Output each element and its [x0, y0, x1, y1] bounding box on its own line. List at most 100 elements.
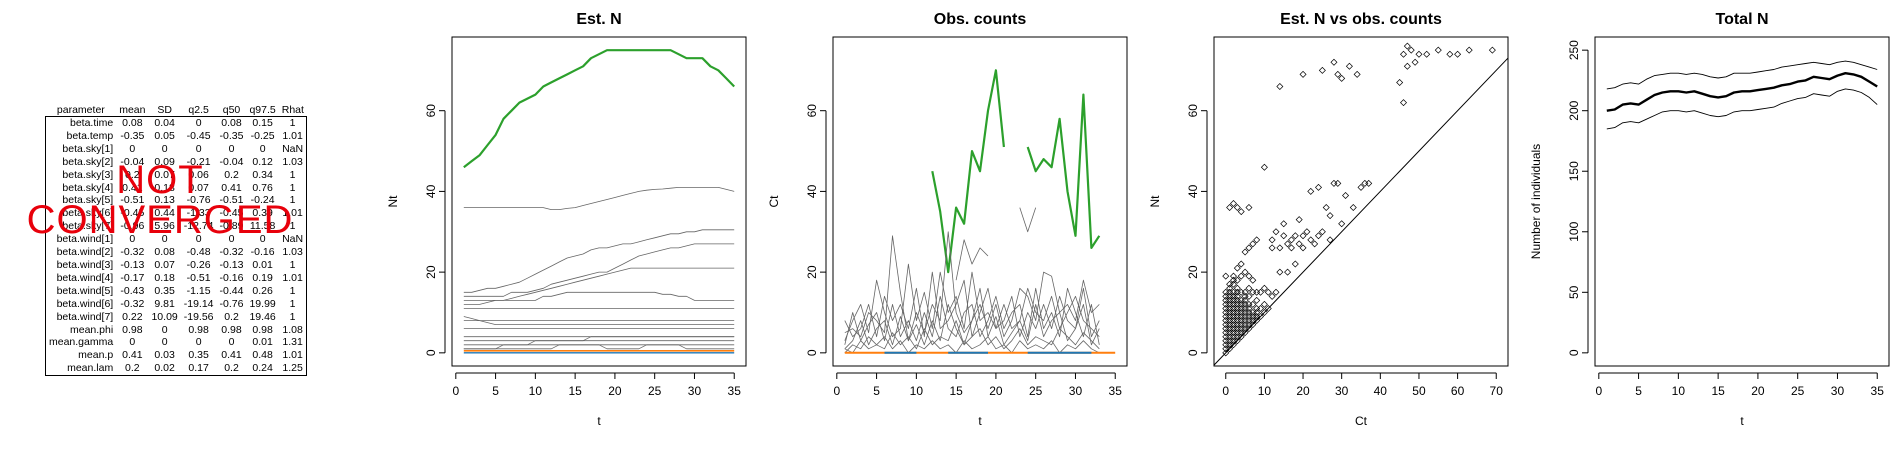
- value-cell: 0: [195, 117, 202, 129]
- scatter-point: [1222, 288, 1230, 296]
- y-tick-label: 20: [424, 265, 438, 279]
- scatter-point: [1226, 333, 1234, 341]
- plot-frame: [832, 36, 1128, 367]
- scatter-point: [1237, 325, 1245, 333]
- value-cell: -19.56: [183, 310, 214, 323]
- scatter-point: [1330, 58, 1338, 66]
- y-tick-label: 0: [1567, 349, 1581, 356]
- scatter-point: [1233, 204, 1241, 212]
- parameter-name-cell: beta.wind[6]: [56, 297, 114, 310]
- x-axis-label: t: [978, 414, 982, 428]
- scatter-point: [1245, 308, 1253, 316]
- value-cell: -0.51: [120, 194, 145, 207]
- scatter-point: [1226, 296, 1234, 304]
- scatter-point: [1222, 300, 1230, 308]
- value-cell: 0.98: [188, 323, 209, 336]
- value-cell: 0.2: [224, 362, 239, 375]
- x-tick-label: 10: [1258, 384, 1272, 398]
- scatter-point: [1226, 304, 1234, 312]
- series-line: [955, 239, 989, 281]
- scatter-point: [1338, 74, 1346, 82]
- column-header: q2.5: [188, 104, 209, 116]
- x-tick-label: 25: [1029, 384, 1043, 398]
- scatter-point: [1396, 78, 1404, 86]
- x-tick-label: 10: [529, 384, 543, 398]
- parameter-name-cell: beta.sky[7]: [62, 220, 114, 233]
- value-cell: 0.07: [154, 258, 175, 271]
- y-axis-label: Nt: [386, 195, 400, 208]
- scatter-point: [1291, 260, 1299, 268]
- value-cell: 1: [289, 168, 296, 181]
- scatter-point: [1233, 308, 1241, 316]
- scatter-point: [1403, 62, 1411, 70]
- scatter-point: [1334, 70, 1342, 78]
- x-tick-label: 50: [1412, 384, 1426, 398]
- scatter-point: [1241, 321, 1249, 329]
- scatter-point: [1253, 308, 1261, 316]
- scatter-point: [1245, 204, 1253, 212]
- value-cell: 0.15: [252, 117, 273, 129]
- x-axis-label: Ct: [1355, 414, 1368, 428]
- scatter-point: [1245, 284, 1253, 292]
- scatter-point: [1229, 329, 1237, 337]
- scatter-point: [1311, 240, 1319, 248]
- parameter-name-cell: beta.temp: [66, 129, 114, 142]
- value-cell: 1: [289, 284, 296, 297]
- y-tick-label: 200: [1567, 100, 1581, 120]
- scatter-point: [1245, 313, 1253, 321]
- parameter-name-cell: beta.sky[5]: [62, 194, 114, 207]
- x-tick-label: 10: [1672, 384, 1686, 398]
- value-cell: 0.41: [122, 181, 143, 194]
- x-tick-label: 20: [989, 384, 1003, 398]
- scatter-point: [1353, 70, 1361, 78]
- scatter-point: [1229, 325, 1237, 333]
- scatter-point: [1237, 321, 1245, 329]
- scatter-point: [1307, 187, 1315, 195]
- parameter-name-cell: beta.time: [70, 117, 114, 129]
- value-cell: 0: [195, 336, 202, 349]
- plot-frame: [1213, 36, 1509, 367]
- scatter-point: [1233, 284, 1241, 292]
- value-cell: 1.08: [282, 323, 303, 336]
- parameter-name-cell: mean.gamma: [49, 336, 114, 349]
- scatter-point: [1488, 46, 1496, 54]
- value-cell: 0: [161, 233, 168, 246]
- scatter-point: [1233, 264, 1241, 272]
- series-line: [844, 231, 1100, 342]
- value-cell: 0: [195, 233, 202, 246]
- scatter-point: [1295, 240, 1303, 248]
- scatter-point: [1253, 236, 1261, 244]
- scatter-point: [1272, 288, 1280, 296]
- series-line: [463, 229, 735, 293]
- value-cell: -0.16: [219, 271, 244, 284]
- scatter-point: [1268, 292, 1276, 300]
- scatter-point: [1365, 179, 1373, 187]
- identity-line: [1214, 57, 1508, 366]
- value-cell: -0.32: [219, 246, 244, 259]
- value-cell: 0.34: [252, 168, 273, 181]
- scatter-point: [1241, 304, 1249, 312]
- x-tick-label: 35: [1871, 384, 1885, 398]
- scatter-point: [1257, 304, 1265, 312]
- x-tick-label: 20: [608, 384, 622, 398]
- y-tick-label: 60: [1186, 104, 1200, 118]
- plot-area: [844, 69, 1116, 354]
- value-cell: -0.35: [219, 129, 244, 142]
- scatter-point: [1226, 337, 1234, 345]
- value-cell: -0.13: [219, 258, 244, 271]
- series-line: [463, 344, 735, 350]
- parameter-name-cell: beta.wind[3]: [56, 258, 114, 271]
- scatter-point: [1241, 268, 1249, 276]
- scatter-point: [1268, 236, 1276, 244]
- scatter-point: [1264, 304, 1272, 312]
- scatter-point: [1307, 236, 1315, 244]
- chart-panel: Est. N vs obs. counts Ct Nt 0 10 20 30 40 50 60 70…: [1148, 11, 1509, 428]
- scatter-point: [1226, 317, 1234, 325]
- column-header: parameter: [56, 104, 105, 116]
- scatter-point: [1226, 280, 1234, 288]
- scatter-point: [1315, 183, 1322, 191]
- scatter-point: [1249, 276, 1257, 284]
- parameter-name-cell: beta.wind[5]: [56, 284, 114, 297]
- scatter-point: [1237, 288, 1245, 296]
- scatter-point: [1326, 212, 1334, 220]
